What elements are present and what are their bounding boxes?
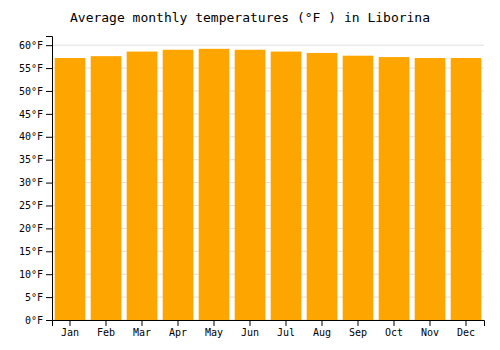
y-tick-mark [46,45,52,46]
y-tick: 60°F [19,40,52,51]
plot: 0°F 5°F 10°F 15°F 20°F 25°F 30°F 35°F 40°F 45°F 50… [19,37,485,339]
y-axis: 0°F 5°F 10°F 15°F 20°F 25°F 30°F 35°F 40°F 45°F 50… [19,37,53,326]
bar [127,52,158,320]
y-tick-mark [46,297,52,298]
grid-line [52,45,484,46]
bar [235,50,266,320]
bars [55,49,482,320]
bar [55,58,86,320]
y-tick-label: 60°F [19,40,43,51]
x-tick-mark [214,320,215,326]
bar [163,50,194,320]
y-tick: 35°F [19,154,52,165]
x-tick: Dec [457,320,475,338]
y-tick-mark [46,160,52,161]
y-tick-mark [46,251,52,252]
y-tick: 30°F [19,177,52,188]
x-tick: Mar [133,320,151,338]
y-tick-mark [46,320,52,321]
x-tick-mark [250,320,251,326]
bar [379,57,410,320]
y-tick: 50°F [19,86,52,97]
x-axis-line [53,321,485,327]
x-tick: Jul [277,320,295,338]
x-tick-label: Jan [61,327,79,338]
bar [343,56,374,320]
bar [451,58,482,320]
y-tick-label: 5°F [25,292,43,303]
bar [307,53,338,320]
y-tick: 20°F [19,223,52,234]
x-tick: Jan [61,320,79,338]
chart: 0°F 5°F 10°F 15°F 20°F 25°F 30°F 35°F 40°F 45°F 50… [0,0,500,350]
title: Average monthly temperatures (°F ) in Li… [70,10,430,25]
x-tick-label: Apr [169,327,187,338]
x-tick-mark [178,320,179,326]
x-tick-mark [322,320,323,326]
x-tick-label: Sep [349,327,367,338]
y-tick: 5°F [25,292,52,303]
x-tick-label: Dec [457,327,475,338]
y-axis-line [46,37,53,321]
bar [415,58,446,320]
x-axis: Jan Feb Mar Apr May Jun Jul Aug Sep Oct Nov Dec [53,320,485,338]
y-tick-mark [46,68,52,69]
x-tick: Feb [97,320,115,338]
x-tick: Sep [349,320,367,338]
x-tick-label: May [205,327,223,338]
y-tick-mark [46,205,52,206]
y-tick: 25°F [19,200,52,211]
x-tick-mark [394,320,395,326]
x-tick-mark [70,320,71,326]
x-tick: Nov [421,320,439,338]
y-tick: 45°F [19,109,52,120]
y-tick: 55°F [19,63,52,74]
y-tick-mark [46,274,52,275]
x-tick-mark [430,320,431,326]
y-tick-mark [46,91,52,92]
y-tick-mark [46,114,52,115]
y-tick-label: 0°F [25,315,43,326]
y-tick-label: 40°F [19,131,43,142]
grid [52,45,484,320]
y-tick: 10°F [19,269,52,280]
x-tick-mark [106,320,107,326]
y-tick-label: 30°F [19,177,43,188]
y-tick-mark [46,228,52,229]
x-tick-label: Nov [421,327,439,338]
x-tick-label: Jun [241,327,259,338]
y-tick-label: 15°F [19,246,43,257]
bar [91,56,122,320]
x-tick-label: Oct [385,327,403,338]
x-tick: Aug [313,320,331,338]
bar [271,52,302,320]
y-tick: 0°F [25,315,52,326]
y-tick: 40°F [19,131,52,142]
y-tick-label: 20°F [19,223,43,234]
bar [199,49,230,320]
x-tick: May [205,320,223,338]
y-tick-label: 55°F [19,63,43,74]
y-tick-label: 35°F [19,154,43,165]
x-tick: Apr [169,320,187,338]
y-tick: 15°F [19,246,52,257]
y-tick-label: 10°F [19,269,43,280]
x-tick-label: Mar [133,327,151,338]
x-tick-label: Aug [313,327,331,338]
x-tick: Jun [241,320,259,338]
x-tick-mark [358,320,359,326]
x-tick: Oct [385,320,403,338]
x-tick-mark [142,320,143,326]
y-tick-label: 45°F [19,109,43,120]
y-tick-mark [46,183,52,184]
y-tick-label: 25°F [19,200,43,211]
x-tick-label: Feb [97,327,115,338]
x-tick-mark [286,320,287,326]
y-tick-mark [46,137,52,138]
x-tick-mark [466,320,467,326]
y-tick-label: 50°F [19,86,43,97]
x-tick-label: Jul [277,327,295,338]
